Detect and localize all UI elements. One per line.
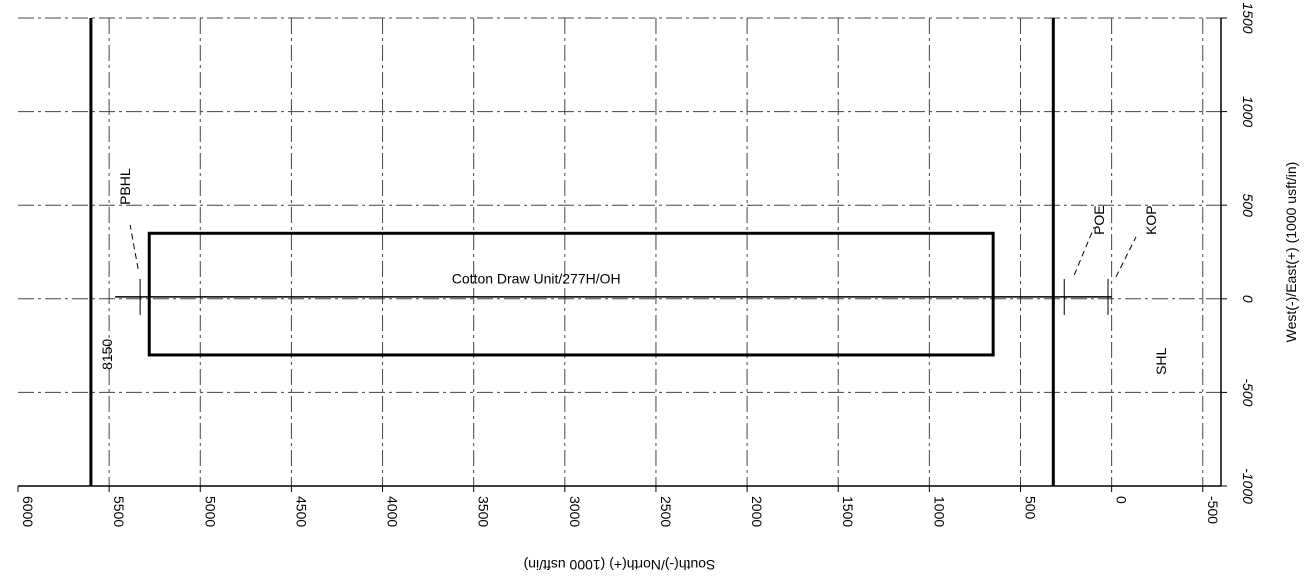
x-tick-label: -500 (1205, 496, 1221, 524)
station-label: POE (1091, 205, 1107, 235)
x-axis-title: South(-)/North(+) (1000 usft/in) (524, 557, 716, 573)
y-tick-label: -500 (1240, 378, 1256, 406)
x-tick-label: 1500 (840, 496, 856, 527)
depth-label: 8150 (99, 339, 115, 370)
x-tick-label: 2000 (749, 496, 765, 527)
y-tick-label: 1500 (1240, 2, 1256, 33)
station-leader (129, 224, 139, 270)
x-tick-label: 1000 (931, 496, 947, 527)
x-tick-label: 3000 (567, 496, 583, 527)
station-leader (1115, 236, 1137, 278)
x-tick-label: 3500 (476, 496, 492, 527)
station-label: KOP (1143, 205, 1159, 235)
x-tick-label: 5000 (202, 496, 218, 527)
x-tick-label: 0 (1114, 496, 1130, 504)
x-tick-label: 500 (1023, 496, 1039, 520)
x-tick-label: 5500 (111, 496, 127, 527)
target-label: Cotton Draw Unit/277H/OH (452, 270, 621, 286)
lease-lines (89, 18, 1055, 486)
target-polygon (147, 231, 995, 357)
x-tick-label: 4000 (385, 496, 401, 527)
station-labels: PBHL POE KOP SHL (117, 168, 1169, 375)
grid (18, 17, 1221, 486)
x-tick-label: 2500 (658, 496, 674, 527)
target-rect (147, 231, 995, 357)
axes (17, 17, 1227, 492)
x-tick-label: 6000 (20, 496, 36, 527)
x-tick-label: 4500 (293, 496, 309, 527)
station-label: PBHL (117, 168, 133, 205)
y-tick-label: 500 (1240, 194, 1256, 218)
station-leader (1073, 226, 1095, 276)
tick-labels: 6000 5500 5000 4500 4000 3500 3000 2500 2000 1500… (20, 2, 1256, 527)
station-label: SHL (1153, 347, 1169, 374)
y-tick-label: -1000 (1240, 468, 1256, 504)
y-tick-label: 0 (1240, 295, 1256, 303)
y-axis-title: West(-)/East(+) (1000 usft/in) (1283, 162, 1299, 343)
y-tick-label: 1000 (1240, 96, 1256, 127)
